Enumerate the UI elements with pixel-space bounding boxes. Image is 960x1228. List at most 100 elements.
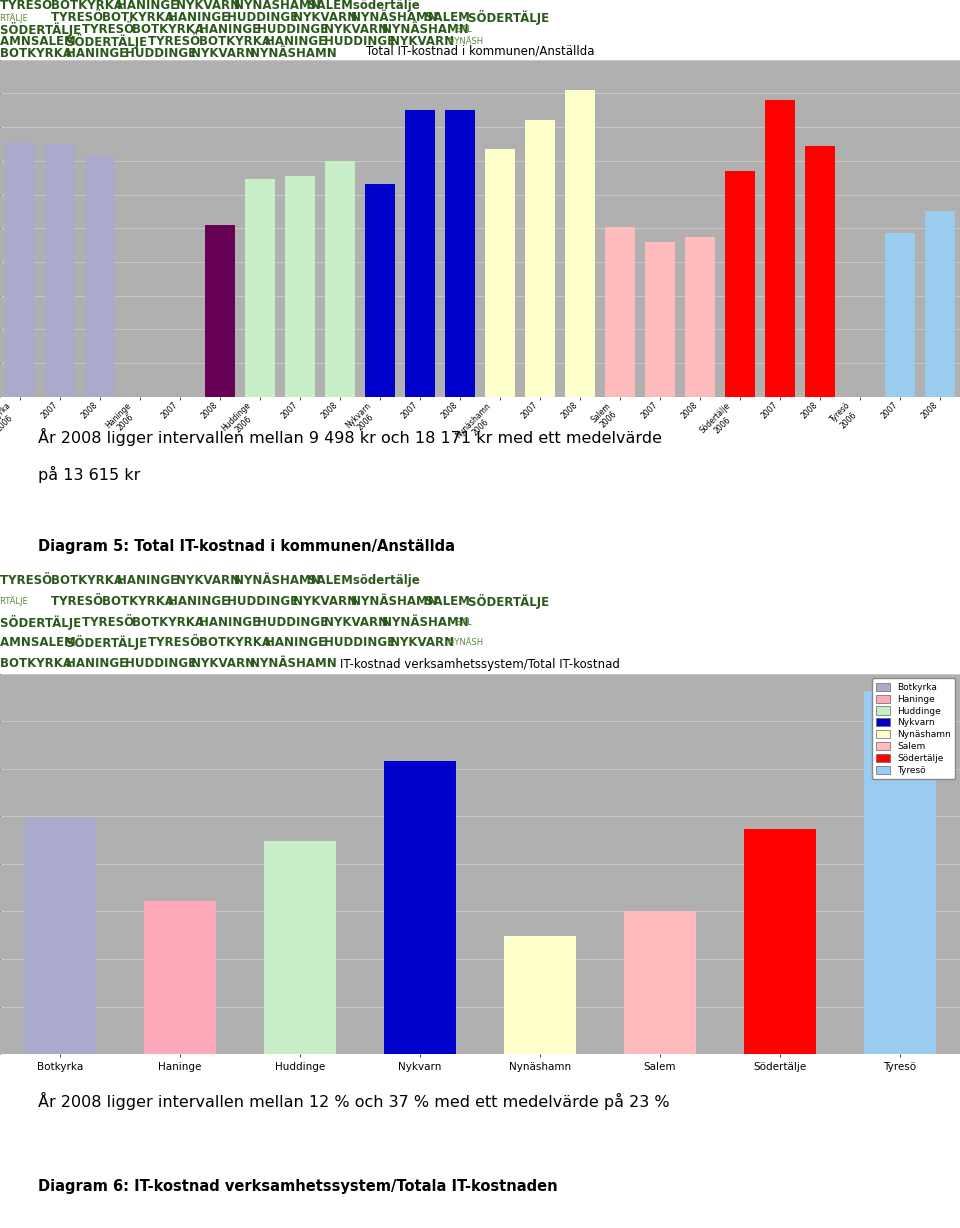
Text: HUDDINGE: HUDDINGE bbox=[324, 636, 398, 650]
Text: SALEMsödertälje: SALEMsödertälje bbox=[308, 0, 424, 12]
Text: TYRESÖ: TYRESÖ bbox=[51, 11, 108, 25]
Text: SALEM: SALEM bbox=[425, 596, 474, 608]
Text: NYKVARN: NYKVARN bbox=[293, 596, 361, 608]
Text: NYKVARN: NYKVARN bbox=[176, 0, 244, 12]
Bar bbox=[45, 144, 75, 397]
Text: TYRESÖ: TYRESÖ bbox=[82, 615, 138, 629]
Text: NYKVARN: NYKVARN bbox=[390, 36, 458, 48]
Title: IT-kostnad verksamhetssystem/Total IT-kostnad: IT-kostnad verksamhetssystem/Total IT-ko… bbox=[340, 658, 620, 672]
Text: BOTKYRKA: BOTKYRKA bbox=[199, 636, 275, 650]
Bar bbox=[285, 176, 315, 397]
Bar bbox=[925, 211, 955, 397]
Text: År 2008 ligger intervallen mellan 9 498 kr och 18 171 kr med ett medelvärde: År 2008 ligger intervallen mellan 9 498 … bbox=[38, 427, 662, 446]
Bar bbox=[405, 111, 435, 397]
Text: HANINGE: HANINGE bbox=[66, 657, 132, 670]
Bar bbox=[504, 936, 576, 1054]
Text: NYNÄSHAMN: NYNÄSHAMN bbox=[234, 0, 325, 12]
Text: Diagram 6: IT-kostnad verksamhetssystem/Totala IT-kostnaden: Diagram 6: IT-kostnad verksamhetssystem/… bbox=[38, 1179, 558, 1195]
Title: Total IT-kostnad i kommunen/Anställda: Total IT-kostnad i kommunen/Anställda bbox=[366, 44, 594, 58]
Text: NYKVARN: NYKVARN bbox=[324, 615, 392, 629]
Text: SAL: SAL bbox=[456, 618, 474, 626]
Bar bbox=[485, 149, 515, 397]
Text: NYNÄSHAMN: NYNÄSHAMN bbox=[382, 23, 473, 37]
Text: SÖDERTÄLJE: SÖDERTÄLJE bbox=[0, 22, 85, 37]
Bar bbox=[645, 242, 675, 397]
Text: HANINGE: HANINGE bbox=[199, 615, 264, 629]
Text: BOTKYRKA: BOTKYRKA bbox=[132, 23, 208, 37]
Text: HANINGE: HANINGE bbox=[199, 23, 264, 37]
Text: SÖDERTÄLJE: SÖDERTÄLJE bbox=[66, 34, 152, 49]
Text: BOTKYRKA: BOTKYRKA bbox=[102, 11, 178, 25]
Text: HUDDINGE: HUDDINGE bbox=[257, 615, 332, 629]
Bar bbox=[725, 171, 755, 397]
Text: Diagram 5: Total IT-kostnad i kommunen/Anställda: Diagram 5: Total IT-kostnad i kommunen/A… bbox=[38, 539, 455, 554]
Text: SÖDERTÄLJE: SÖDERTÄLJE bbox=[0, 615, 85, 630]
Text: SAL: SAL bbox=[456, 26, 474, 34]
Text: BOTKYRKA: BOTKYRKA bbox=[199, 36, 275, 48]
Text: HUDDINGE: HUDDINGE bbox=[125, 657, 200, 670]
Text: SÖDERTÄLJE: SÖDERTÄLJE bbox=[66, 635, 152, 651]
Bar bbox=[24, 818, 96, 1054]
Text: HUDDINGE: HUDDINGE bbox=[227, 11, 301, 25]
Text: TYRESÖ: TYRESÖ bbox=[0, 575, 57, 587]
Text: NYNÄSHAMN: NYNÄSHAMN bbox=[382, 615, 473, 629]
Bar bbox=[5, 142, 35, 397]
Text: NYNÄSH: NYNÄSH bbox=[448, 37, 486, 47]
Text: HANINGE: HANINGE bbox=[265, 636, 330, 650]
Text: RTÄLJE: RTÄLJE bbox=[0, 14, 31, 23]
Text: TYRESÖ: TYRESÖ bbox=[51, 596, 108, 608]
Bar bbox=[445, 111, 475, 397]
Bar bbox=[365, 184, 395, 397]
Text: BOTKYRKA: BOTKYRKA bbox=[51, 575, 127, 587]
Text: SÖDERTÄLJE: SÖDERTÄLJE bbox=[468, 10, 554, 26]
Text: NYKVARN: NYKVARN bbox=[293, 11, 361, 25]
Text: NYKVARN: NYKVARN bbox=[390, 636, 458, 650]
Text: HANINGE: HANINGE bbox=[265, 36, 330, 48]
Text: HANINGE: HANINGE bbox=[117, 0, 182, 12]
Text: HANINGE: HANINGE bbox=[117, 575, 182, 587]
Text: BOTKYRKA: BOTKYRKA bbox=[0, 657, 76, 670]
Text: BOTKYRKA: BOTKYRKA bbox=[0, 48, 76, 60]
Text: NYNÄSHAMN: NYNÄSHAMN bbox=[351, 596, 443, 608]
Bar bbox=[245, 179, 275, 397]
Text: SALEMsödertälje: SALEMsödertälje bbox=[308, 575, 424, 587]
Text: SALEM: SALEM bbox=[425, 11, 474, 25]
Text: BOTKYRKA: BOTKYRKA bbox=[51, 0, 127, 12]
Text: TYRESÖ: TYRESÖ bbox=[148, 36, 204, 48]
Text: BOTKYRKA: BOTKYRKA bbox=[102, 596, 178, 608]
Text: NYNÄSH: NYNÄSH bbox=[448, 639, 486, 647]
Text: SÖDERTÄLJE: SÖDERTÄLJE bbox=[468, 594, 554, 609]
Bar bbox=[384, 761, 456, 1054]
Text: TYRESÖ: TYRESÖ bbox=[0, 0, 57, 12]
Bar bbox=[685, 237, 715, 397]
Text: AMNSALEM: AMNSALEM bbox=[0, 36, 80, 48]
Text: År 2008 ligger intervallen mellan 12 % och 37 % med ett medelvärde på 23 %: År 2008 ligger intervallen mellan 12 % o… bbox=[38, 1093, 670, 1110]
Text: BOTKYRKA: BOTKYRKA bbox=[132, 615, 208, 629]
Text: RTÄLJE: RTÄLJE bbox=[0, 597, 31, 607]
Text: NYNÄSHAMN: NYNÄSHAMN bbox=[351, 11, 443, 25]
Text: HANINGE: HANINGE bbox=[168, 11, 233, 25]
Text: HUDDINGE: HUDDINGE bbox=[324, 36, 398, 48]
Text: NYKVARN: NYKVARN bbox=[324, 23, 392, 37]
Bar bbox=[624, 910, 696, 1054]
Text: HUDDINGE: HUDDINGE bbox=[257, 23, 332, 37]
Text: NYNÄSHAMN: NYNÄSHAMN bbox=[234, 575, 325, 587]
Text: HANINGE: HANINGE bbox=[168, 596, 233, 608]
Legend: Botkyrka, Haninge, Huddinge, Nykvarn, Nynäshamn, Salem, Södertälje, Tyresö: Botkyrka, Haninge, Huddinge, Nykvarn, Ny… bbox=[872, 678, 955, 780]
Bar bbox=[765, 101, 795, 397]
Bar bbox=[325, 161, 355, 397]
Bar bbox=[264, 841, 336, 1054]
Bar bbox=[525, 120, 555, 397]
Text: HANINGE: HANINGE bbox=[66, 48, 132, 60]
Bar bbox=[85, 156, 115, 397]
Text: HUDDINGE: HUDDINGE bbox=[227, 596, 301, 608]
Text: TYRESÖ: TYRESÖ bbox=[82, 23, 138, 37]
Bar bbox=[605, 226, 635, 397]
Text: TYRESÖ: TYRESÖ bbox=[148, 636, 204, 650]
Text: NYKVARN: NYKVARN bbox=[191, 48, 259, 60]
Text: NYNÄSHAMN: NYNÄSHAMN bbox=[250, 657, 341, 670]
Bar bbox=[144, 901, 216, 1054]
Bar bbox=[864, 691, 936, 1054]
Text: NYKVARN: NYKVARN bbox=[191, 657, 259, 670]
Bar bbox=[744, 829, 816, 1054]
